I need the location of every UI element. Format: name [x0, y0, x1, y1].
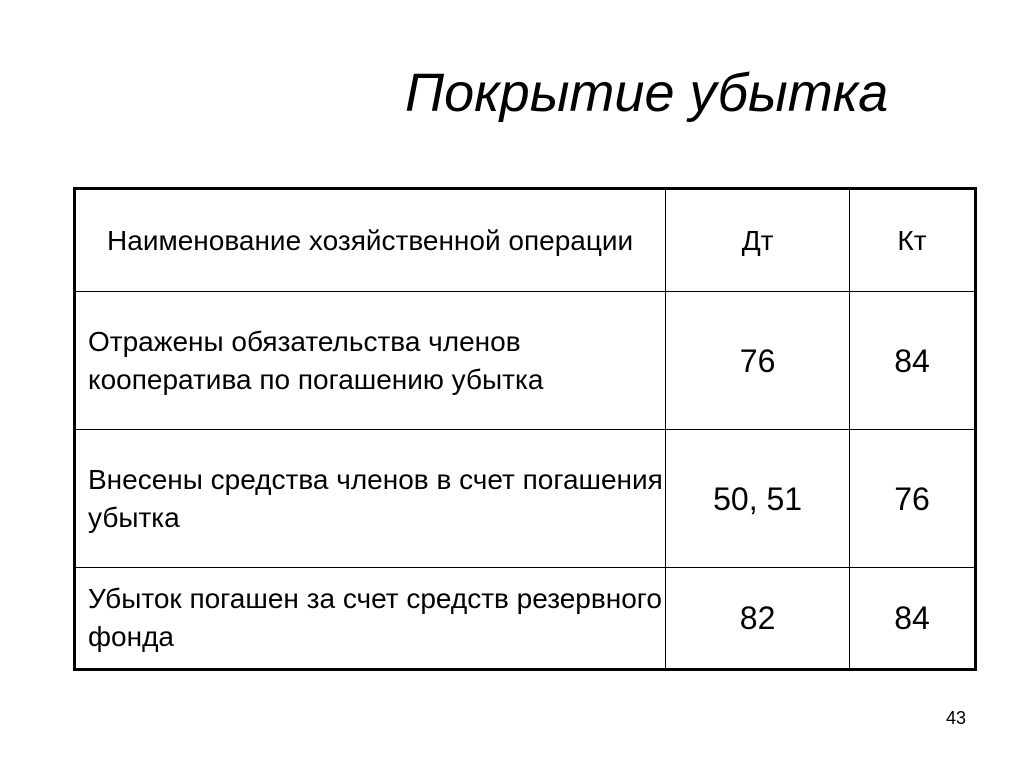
debit-cell: 50, 51 [665, 429, 850, 568]
table-row: Отражены обязательства членов кооператив… [73, 291, 977, 430]
operation-cell: Убыток погашен за счет средств резервног… [73, 567, 667, 670]
table-row: Внесены средства членов в счет погашения… [73, 429, 977, 568]
operations-table: Наименование хозяйственной операции Дт К… [73, 187, 977, 671]
page-number: 43 [945, 708, 966, 728]
slide-title: Покрытие убытка [405, 63, 889, 123]
header-debit: Дт [665, 188, 850, 292]
credit-cell: 84 [848, 291, 977, 430]
debit-cell: 76 [665, 291, 850, 430]
table-header-row: Наименование хозяйственной операции Дт К… [73, 188, 977, 292]
credit-cell: 84 [848, 567, 977, 670]
operation-cell: Внесены средства членов в счет погашения… [73, 429, 667, 568]
header-operation: Наименование хозяйственной операции [73, 188, 667, 292]
table-row: Убыток погашен за счет средств резервног… [73, 567, 977, 670]
operation-cell: Отражены обязательства членов кооператив… [73, 291, 667, 430]
debit-cell: 82 [665, 567, 850, 670]
credit-cell: 76 [848, 429, 977, 568]
header-credit: Кт [848, 188, 977, 292]
